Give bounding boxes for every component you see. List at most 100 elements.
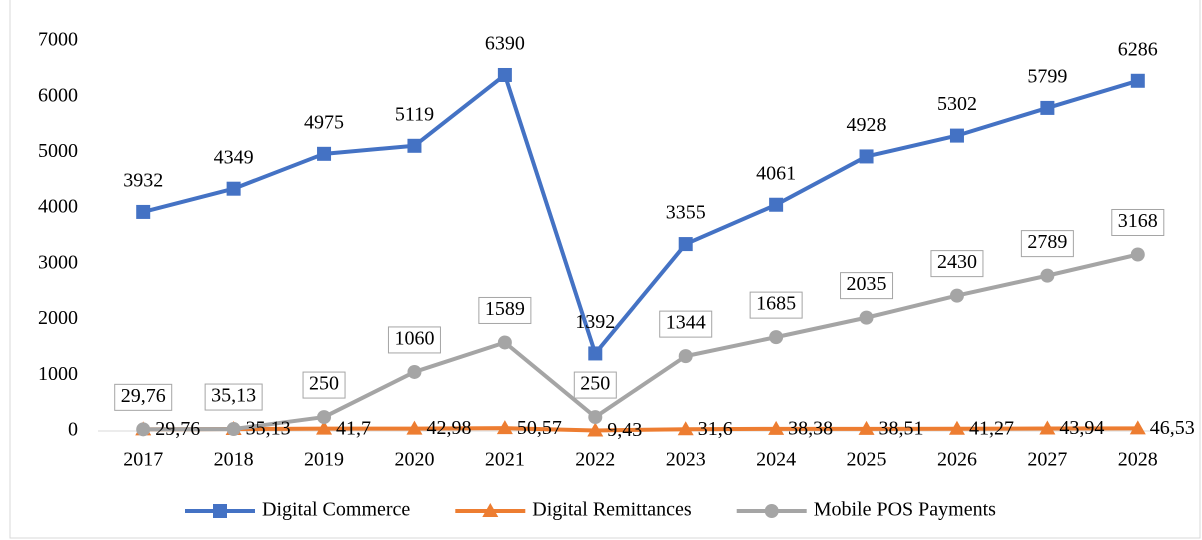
y-tick-label: 5000	[38, 140, 78, 162]
data-label: 1685	[756, 293, 796, 315]
data-label: 29,76	[121, 385, 166, 407]
marker	[496, 420, 513, 435]
marker	[497, 67, 512, 82]
data-label: 3355	[666, 202, 706, 224]
marker	[858, 420, 875, 435]
data-label: 2789	[1027, 231, 1067, 253]
data-label-box	[573, 371, 617, 399]
marker	[1040, 100, 1055, 115]
marker	[1039, 420, 1056, 435]
data-label-box	[114, 383, 173, 411]
marker	[136, 422, 151, 437]
data-label: 1589	[485, 298, 525, 320]
data-label: 5302	[937, 93, 977, 115]
data-label: 4928	[847, 114, 887, 136]
data-label-box	[1020, 230, 1074, 258]
marker	[316, 420, 333, 435]
data-label: 4061	[756, 162, 796, 184]
data-label: 41,27	[969, 417, 1014, 439]
marker	[136, 204, 151, 219]
data-label: 3168	[1118, 210, 1158, 232]
marker	[677, 421, 694, 436]
marker	[764, 504, 779, 518]
x-tick-label: 2028	[1118, 449, 1158, 471]
data-label: 6286	[1118, 38, 1158, 60]
data-label-box	[840, 272, 894, 300]
x-tick-label: 2024	[756, 449, 796, 471]
marker	[317, 410, 332, 425]
marker	[1129, 420, 1146, 435]
y-tick-label: 6000	[38, 84, 78, 106]
y-tick-label: 2000	[38, 307, 78, 329]
legend-label: Digital Commerce	[262, 499, 410, 521]
series-line	[142, 72, 1139, 356]
marker	[587, 422, 604, 437]
marker	[678, 237, 693, 252]
y-tick-label: 7000	[38, 29, 78, 51]
marker	[769, 197, 784, 212]
marker	[1040, 268, 1055, 283]
marker	[1130, 247, 1145, 262]
x-tick-label: 2027	[1027, 449, 1067, 471]
data-label: 29,76	[155, 418, 200, 440]
marker	[588, 346, 603, 361]
y-tick-label: 1000	[38, 363, 78, 385]
data-label: 4975	[304, 111, 344, 133]
series-line	[143, 426, 1138, 433]
x-tick-label: 2022	[575, 449, 615, 471]
marker	[678, 349, 693, 364]
x-tick-label: 2025	[847, 449, 887, 471]
marker	[949, 288, 964, 303]
data-label-box	[302, 371, 346, 399]
data-label-box	[930, 250, 984, 278]
x-tick-label: 2018	[214, 449, 254, 471]
data-label: 43,94	[1059, 417, 1104, 439]
legend-label: Mobile POS Payments	[814, 499, 996, 521]
marker	[859, 149, 874, 164]
y-tick-label: 3000	[38, 251, 78, 273]
data-label: 41,7	[336, 417, 371, 439]
data-label: 2035	[847, 273, 887, 295]
legend-label: Digital Remittances	[532, 499, 692, 521]
data-label: 5799	[1027, 66, 1067, 88]
data-label: 35,13	[246, 418, 291, 440]
data-label-box	[749, 291, 803, 319]
data-label-box	[387, 326, 441, 354]
data-label: 35,13	[211, 385, 256, 407]
marker	[588, 410, 603, 425]
data-label: 31,6	[698, 418, 733, 440]
marker	[407, 138, 422, 153]
marker	[948, 420, 965, 435]
data-label: 46,53	[1150, 417, 1195, 439]
x-tick-label: 2019	[304, 449, 344, 471]
series-line	[143, 252, 1139, 432]
y-tick-label: 0	[68, 419, 78, 441]
data-label-box	[478, 296, 532, 324]
x-tick-label: 2017	[123, 449, 163, 471]
marker	[769, 330, 784, 345]
data-label: 38,51	[879, 417, 924, 439]
chart-frame	[9, 0, 1201, 539]
data-label: 9,43	[607, 419, 642, 441]
marker	[1130, 73, 1145, 88]
data-label: 250	[309, 373, 339, 395]
data-label: 2430	[937, 251, 977, 273]
data-label: 6390	[485, 33, 525, 55]
data-label: 50,57	[517, 417, 562, 439]
marker	[406, 420, 423, 435]
data-label: 1060	[394, 328, 434, 350]
marker	[213, 504, 227, 518]
data-label: 250	[580, 373, 610, 395]
data-label: 1392	[575, 311, 615, 333]
marker	[317, 146, 332, 161]
marker	[497, 335, 512, 350]
data-label-box	[204, 383, 263, 411]
data-label: 4349	[214, 146, 254, 168]
y-tick-label: 4000	[38, 196, 78, 218]
data-label-box	[1111, 208, 1165, 236]
marker	[407, 364, 422, 379]
marker	[482, 503, 499, 517]
x-tick-label: 2023	[666, 449, 706, 471]
x-tick-label: 2021	[485, 449, 525, 471]
